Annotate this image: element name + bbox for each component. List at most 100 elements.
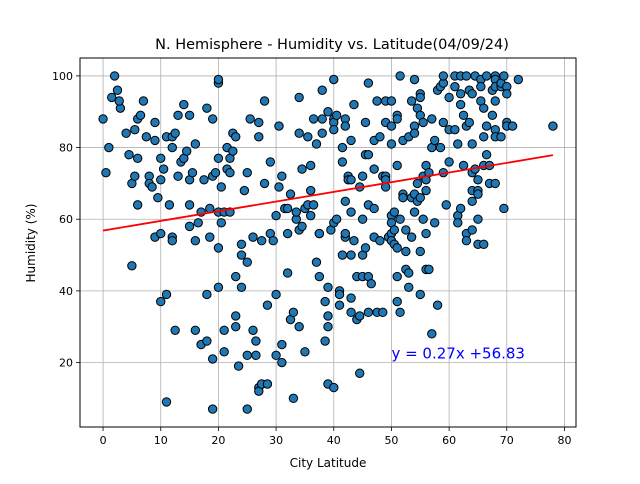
data-point — [320, 336, 330, 346]
data-point — [481, 150, 492, 160]
regression-line-group — [102, 154, 554, 232]
data-point — [127, 261, 137, 271]
data-point — [277, 171, 287, 181]
data-point — [490, 178, 500, 189]
x-tick-label: 20 — [211, 434, 225, 447]
data-point — [190, 236, 201, 246]
data-point — [323, 282, 333, 292]
data-point — [236, 239, 247, 249]
scatter-points — [98, 71, 558, 414]
data-point — [130, 124, 140, 135]
x-tick-label: 0 — [100, 434, 107, 447]
data-point — [331, 110, 342, 121]
x-tick-label: 80 — [557, 434, 571, 447]
data-point — [346, 175, 356, 185]
data-point — [285, 189, 296, 199]
data-point — [167, 236, 177, 246]
data-point — [138, 96, 149, 106]
data-point — [479, 239, 489, 249]
data-point — [153, 193, 163, 203]
x-tick-label: 40 — [327, 434, 341, 447]
data-point — [444, 157, 454, 167]
data-point — [202, 289, 212, 300]
data-point — [173, 171, 183, 181]
data-point — [308, 200, 319, 210]
data-point — [337, 250, 348, 260]
data-point — [415, 92, 425, 103]
data-point — [479, 103, 489, 113]
data-point — [429, 135, 440, 146]
data-point — [415, 193, 425, 203]
data-point — [181, 146, 192, 156]
data-point — [132, 153, 143, 164]
data-point — [308, 114, 319, 124]
data-point — [207, 354, 218, 364]
data-point — [274, 121, 284, 131]
data-point — [340, 228, 351, 239]
data-point — [366, 278, 376, 289]
data-point — [461, 236, 472, 246]
data-point — [294, 92, 304, 103]
data-point — [418, 214, 428, 224]
data-point — [156, 175, 166, 185]
data-point — [236, 250, 247, 260]
axis-ticks: 0 10 20 30 40 50 60 70 80 20 40 60 80 100 — [52, 70, 571, 447]
data-point — [395, 214, 405, 224]
data-point — [329, 74, 339, 85]
data-point — [277, 339, 287, 350]
data-point — [406, 96, 417, 106]
data-point — [334, 300, 345, 310]
data-point — [467, 89, 477, 99]
data-point — [317, 128, 327, 138]
data-point — [363, 307, 374, 318]
data-point — [450, 124, 460, 135]
data-point — [432, 300, 443, 310]
data-point — [268, 236, 278, 246]
data-point — [424, 264, 434, 275]
data-point — [161, 397, 172, 407]
data-point — [231, 311, 241, 321]
data-point — [184, 110, 195, 121]
data-point — [375, 132, 385, 142]
data-point — [467, 139, 477, 149]
data-point — [548, 121, 558, 131]
data-point — [499, 203, 509, 214]
regression-line — [102, 154, 554, 232]
data-point — [481, 71, 492, 81]
y-tick-label: 60 — [59, 213, 73, 226]
data-point — [262, 379, 273, 389]
chart-title: N. Hemisphere - Humidity vs. Latitude(04… — [155, 37, 509, 53]
data-point — [496, 132, 506, 142]
data-point — [329, 124, 339, 135]
data-point — [349, 99, 359, 110]
y-axis-label: Humidity (%) — [24, 204, 38, 283]
data-point — [231, 271, 241, 282]
x-tick-label: 30 — [269, 434, 283, 447]
data-point — [355, 311, 365, 321]
data-point — [473, 189, 483, 199]
data-point — [132, 200, 143, 210]
data-point — [112, 85, 123, 95]
data-point — [421, 228, 431, 239]
data-point — [395, 71, 405, 81]
data-point — [202, 103, 212, 113]
data-point — [248, 325, 258, 335]
data-point — [161, 289, 172, 300]
y-tick-label: 40 — [59, 285, 73, 298]
data-point — [392, 114, 402, 124]
data-point — [369, 164, 379, 174]
data-point — [349, 236, 359, 246]
data-point — [124, 150, 134, 160]
data-point — [156, 296, 166, 307]
data-point — [248, 232, 258, 242]
data-point — [101, 167, 111, 178]
data-point — [337, 157, 348, 167]
data-point — [389, 225, 400, 235]
data-point — [199, 175, 209, 185]
data-point — [156, 228, 166, 239]
data-point — [219, 325, 229, 335]
data-point — [331, 214, 342, 224]
data-point — [369, 203, 379, 214]
data-point — [346, 307, 356, 318]
